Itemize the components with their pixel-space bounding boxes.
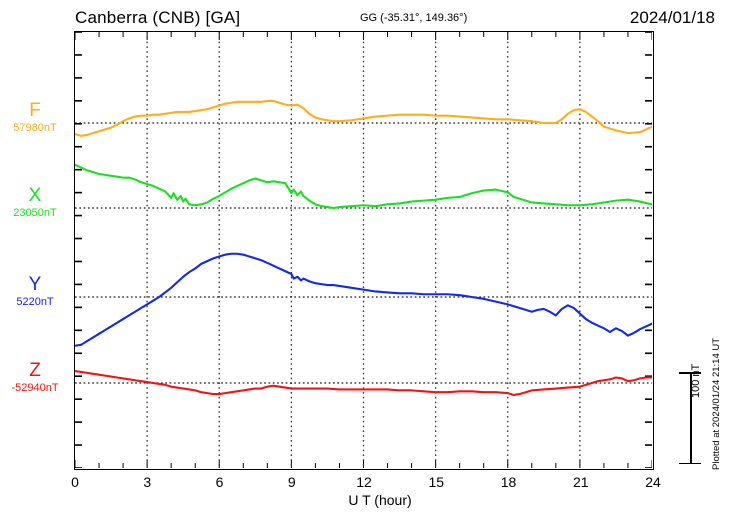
scale-bar-bottom-cap <box>679 462 701 464</box>
plot-canvas <box>75 32 652 468</box>
component-name-y: Y <box>28 274 42 295</box>
x-tick-label-21: 21 <box>572 474 589 490</box>
component-label-z: Z -52940nT <box>0 361 70 395</box>
x-tick-label-0: 0 <box>71 474 79 490</box>
x-axis-title: U T (hour) <box>0 492 730 508</box>
x-tick-label-24: 24 <box>645 474 661 490</box>
component-baseline-x: 23050nT <box>13 207 57 219</box>
scale-bar-line <box>690 372 692 464</box>
x-tick-label-12: 12 <box>356 474 372 490</box>
plotted-timestamp: Plotted at 2024/01/24 21:14 UT <box>711 337 722 470</box>
component-name-z: Z <box>29 360 41 381</box>
geographic-coordinates: GG (-35.31°, 149.36°) <box>360 12 468 24</box>
x-tick-label-18: 18 <box>500 474 517 490</box>
component-baseline-f: 57980nT <box>13 122 57 134</box>
station-title: Canberra (CNB) [GA] <box>75 8 241 27</box>
observation-date: 2024/01/18 <box>629 8 715 27</box>
x-axis-title-text: U T (hour) <box>348 492 412 508</box>
component-name-x: X <box>28 185 42 206</box>
scale-bar <box>679 372 701 464</box>
component-baseline-y: 5220nT <box>16 296 54 308</box>
component-baseline-z: -52940nT <box>11 382 59 394</box>
magnetogram-plot <box>74 31 654 470</box>
component-label-y: Y 5220nT <box>0 275 70 309</box>
x-tick-label-9: 9 <box>287 474 296 490</box>
component-label-f: F 57980nT <box>0 101 70 135</box>
x-tick-label-15: 15 <box>428 474 445 490</box>
x-tick-label-6: 6 <box>215 474 224 490</box>
component-name-f: F <box>29 100 41 121</box>
scale-bar-label: 100 nT <box>690 363 702 398</box>
component-label-x: X 23050nT <box>0 186 70 220</box>
x-tick-label-3: 3 <box>143 474 152 490</box>
